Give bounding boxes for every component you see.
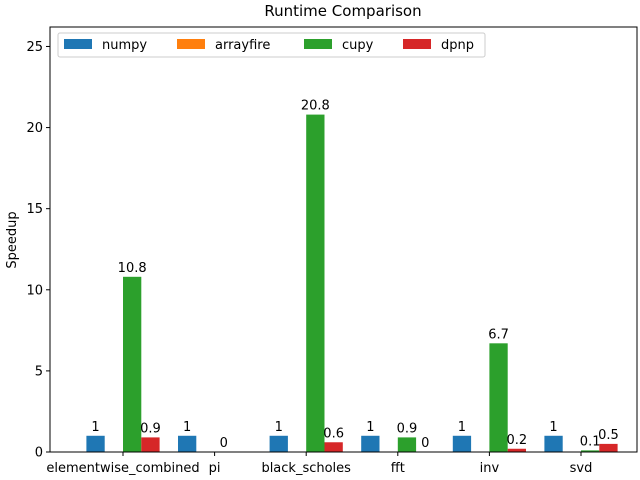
data-label-cupy: 0.1 bbox=[580, 434, 601, 449]
x-tick-label: black_scholes bbox=[261, 461, 351, 476]
chart-title: Runtime Comparison bbox=[264, 2, 421, 20]
legend-swatch-dpnp bbox=[403, 39, 431, 49]
data-label-numpy: 1 bbox=[275, 420, 283, 435]
y-tick-label: 20 bbox=[26, 121, 43, 136]
bar-numpy bbox=[269, 435, 288, 452]
data-label-dpnp: 0.2 bbox=[507, 433, 528, 448]
legend-swatch-numpy bbox=[64, 39, 92, 49]
bar-dpnp bbox=[507, 448, 526, 452]
legend-label-arrayfire: arrayfire bbox=[215, 38, 270, 53]
legend-swatch-arrayfire bbox=[177, 39, 205, 49]
data-label-cupy: 10.8 bbox=[118, 261, 147, 276]
data-label-cupy: 0 bbox=[220, 436, 228, 451]
bar-cupy bbox=[489, 343, 508, 452]
bar-cupy bbox=[306, 114, 325, 452]
data-label-dpnp: 0 bbox=[421, 436, 429, 451]
y-tick-label: 15 bbox=[26, 202, 43, 217]
y-tick-label: 5 bbox=[35, 364, 43, 379]
bar-numpy bbox=[544, 435, 563, 452]
data-label-cupy: 20.8 bbox=[301, 99, 330, 114]
data-label-numpy: 1 bbox=[366, 420, 374, 435]
x-tick-label: pi bbox=[209, 461, 221, 476]
bar-cupy bbox=[123, 276, 142, 452]
bar-numpy bbox=[178, 435, 197, 452]
plot-frame bbox=[49, 26, 638, 453]
legend-label-cupy: cupy bbox=[342, 38, 374, 53]
bar-dpnp bbox=[599, 443, 618, 452]
data-label-dpnp: 0.6 bbox=[323, 426, 344, 441]
y-tick-label: 0 bbox=[35, 446, 43, 461]
x-tick-label: inv bbox=[480, 461, 500, 476]
bar-cupy bbox=[397, 437, 417, 452]
x-tick-label: fft bbox=[391, 461, 405, 476]
data-label-numpy: 1 bbox=[183, 420, 191, 435]
x-tick-label: svd bbox=[570, 461, 593, 476]
bar-cupy bbox=[581, 450, 600, 452]
x-tick-label: elementwise_combined bbox=[46, 461, 199, 476]
legend: numpy arrayfire cupy dpnp bbox=[57, 32, 486, 58]
legend-label-numpy: numpy bbox=[102, 38, 147, 53]
legend-swatch-cupy bbox=[304, 39, 332, 49]
data-label-cupy: 6.7 bbox=[488, 327, 509, 342]
data-label-dpnp: 0.5 bbox=[598, 428, 619, 443]
legend-box bbox=[57, 32, 486, 58]
y-tick-label: 10 bbox=[26, 283, 43, 298]
bar-numpy bbox=[361, 435, 380, 452]
data-label-dpnp: 0.9 bbox=[140, 421, 161, 436]
bar-dpnp bbox=[324, 442, 343, 452]
y-tick-label: 25 bbox=[26, 40, 43, 55]
bar-numpy bbox=[86, 435, 105, 452]
data-label-cupy: 0.9 bbox=[397, 421, 418, 436]
data-label-numpy: 1 bbox=[549, 420, 557, 435]
data-label-numpy: 1 bbox=[91, 420, 99, 435]
y-axis-label: Speedup bbox=[5, 211, 20, 268]
bar-dpnp bbox=[141, 437, 160, 452]
data-label-numpy: 1 bbox=[458, 420, 466, 435]
legend-label-dpnp: dpnp bbox=[441, 38, 474, 53]
bar-numpy bbox=[452, 435, 472, 452]
